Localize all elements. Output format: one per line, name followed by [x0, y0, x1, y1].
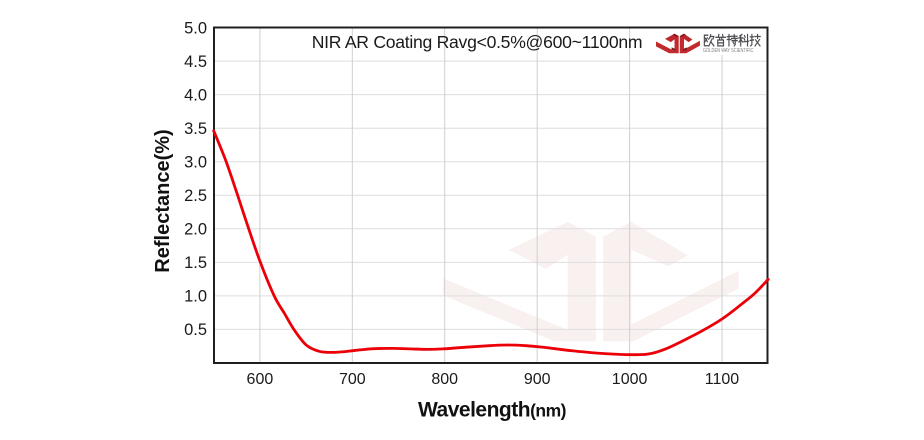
svg-text:800: 800: [431, 371, 458, 388]
svg-text:2.5: 2.5: [184, 187, 207, 205]
svg-text:0.5: 0.5: [184, 321, 207, 339]
svg-text:2.0: 2.0: [184, 221, 207, 239]
svg-text:3.0: 3.0: [184, 154, 207, 172]
svg-text:4.5: 4.5: [184, 53, 207, 71]
svg-text:GOLDEN WAY SCIENTIFIC: GOLDEN WAY SCIENTIFIC: [703, 47, 754, 54]
svg-text:Wavelength(nm): Wavelength(nm): [418, 399, 566, 422]
svg-text:900: 900: [524, 371, 551, 388]
svg-text:700: 700: [339, 371, 366, 388]
svg-text:600: 600: [247, 371, 274, 388]
svg-text:1.5: 1.5: [184, 254, 207, 272]
svg-text:1.0: 1.0: [184, 288, 207, 306]
svg-text:1000: 1000: [612, 371, 648, 388]
svg-text:5.0: 5.0: [184, 19, 207, 37]
svg-text:4.0: 4.0: [184, 86, 207, 104]
svg-text:3.5: 3.5: [184, 120, 207, 138]
svg-text:1100: 1100: [705, 371, 740, 388]
svg-text:NIR AR Coating Ravg<0.5%@600~1: NIR AR Coating Ravg<0.5%@600~1100nm: [312, 32, 643, 52]
svg-text:Reflectance(%): Reflectance(%): [152, 129, 174, 272]
